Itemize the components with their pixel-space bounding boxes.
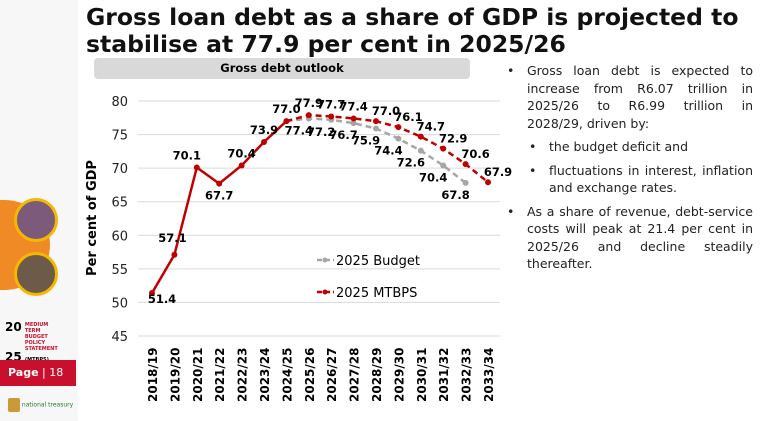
data-point-budget <box>417 147 424 154</box>
data-label-mtbps: 77.0 <box>272 102 300 116</box>
y-tick-label: 75 <box>111 129 128 144</box>
data-label-budget: 72.6 <box>397 156 425 170</box>
y-tick-label: 80 <box>111 95 128 110</box>
x-tick-label: 2031/32 <box>437 348 451 402</box>
data-label-mtbps: 77.7 <box>317 97 345 111</box>
x-tick-label: 2029/30 <box>392 348 406 402</box>
data-point-mtbps <box>171 251 178 258</box>
data-label-mtbps: 77.4 <box>339 99 367 113</box>
x-tick-label: 2020/21 <box>191 348 205 402</box>
data-label-mtbps: 73.9 <box>250 123 278 137</box>
data-point-mtbps <box>149 290 155 297</box>
data-point-mtbps <box>261 138 267 145</box>
data-label-mtbps: 76.1 <box>394 110 422 124</box>
y-tick-label: 60 <box>111 229 128 244</box>
data-label-mtbps: 77.0 <box>372 104 400 118</box>
legend-marker <box>322 289 328 295</box>
photo-collage <box>0 190 60 300</box>
data-point-budget <box>462 179 469 186</box>
x-tick-label: 2019/20 <box>168 348 182 402</box>
data-label-mtbps: 51.4 <box>148 292 176 306</box>
data-label-budget: 70.4 <box>419 170 447 184</box>
data-label-mtbps: 74.7 <box>417 120 445 134</box>
data-label-budget: 67.8 <box>441 188 469 202</box>
national-treasury-logo: national treasury <box>8 398 73 412</box>
chart-title: Gross debt outlook <box>94 58 470 79</box>
legend-marker <box>322 257 328 263</box>
sidebar: 20 MEDIUM TERM BUDGET POLICY STATEMENT 2… <box>0 0 78 421</box>
data-point-budget <box>373 125 379 132</box>
x-tick-label: 2022/23 <box>236 348 250 402</box>
page-indicator: Page | 18 <box>0 360 76 386</box>
legend-label: 2025 MTBPS <box>336 286 417 301</box>
data-point-mtbps <box>328 113 335 120</box>
data-label-budget: 74.4 <box>374 144 402 158</box>
data-point-mtbps <box>305 112 312 119</box>
series-line-mtbps-actual <box>150 120 288 294</box>
x-tick-label: 2025/26 <box>303 348 317 402</box>
bullet-list: Gross loan debt is expected to increase … <box>505 62 753 279</box>
bullet-item: As a share of revenue, debt-service cost… <box>505 203 753 273</box>
data-point-budget <box>395 135 402 142</box>
bullet-subitem: the budget deficit and <box>505 138 753 156</box>
data-point-mtbps <box>462 161 469 168</box>
data-point-mtbps <box>350 115 357 122</box>
data-label-mtbps: 77.9 <box>295 96 323 110</box>
data-label-budget: 76.7 <box>329 128 357 142</box>
y-axis-label: Per cent of GDP <box>85 160 100 276</box>
data-point-mtbps <box>238 162 245 169</box>
series-line-mtbps-projected <box>286 113 489 184</box>
data-point-budget <box>350 120 357 127</box>
data-point-mtbps <box>417 133 424 140</box>
y-tick-label: 55 <box>111 263 128 278</box>
bullet-item: Gross loan debt is expected to increase … <box>505 62 753 132</box>
page-title: Gross loan debt as a share of GDP is pro… <box>86 3 739 58</box>
data-point-mtbps <box>193 164 200 171</box>
x-tick-label: 2024/25 <box>280 348 294 402</box>
data-point-budget <box>440 162 447 169</box>
x-tick-label: 2023/24 <box>258 348 272 402</box>
y-tick-label: 65 <box>111 196 128 211</box>
data-label-mtbps: 57.1 <box>158 231 186 245</box>
x-tick-label: 2027/28 <box>348 348 362 402</box>
data-point-mtbps <box>373 118 379 125</box>
x-tick-label: 2032/33 <box>460 348 474 402</box>
x-tick-label: 2021/22 <box>213 348 227 402</box>
data-point-mtbps <box>395 124 402 131</box>
data-label-mtbps: 67.7 <box>205 189 233 203</box>
data-point-mtbps <box>440 145 447 152</box>
data-label-budget: 77.2 <box>307 125 335 139</box>
x-tick-label: 2028/29 <box>370 348 384 402</box>
x-tick-label: 2030/31 <box>415 348 429 402</box>
data-point-mtbps <box>216 180 223 187</box>
y-tick-label: 70 <box>111 162 128 177</box>
data-label-mtbps: 72.9 <box>439 132 467 146</box>
data-label-mtbps: 70.1 <box>173 148 201 162</box>
y-tick-label: 45 <box>111 330 128 345</box>
x-tick-label: 2026/27 <box>325 348 339 402</box>
bullet-subitem: fluctuations in interest, inflation and … <box>505 162 753 197</box>
data-point-mtbps <box>283 118 290 125</box>
data-label-mtbps: 70.6 <box>461 147 489 161</box>
data-label-mtbps: 70.4 <box>227 146 255 160</box>
data-label-budget: 75.9 <box>352 134 380 148</box>
data-label-budget: 77.4 <box>285 123 313 137</box>
y-tick-label: 50 <box>111 296 128 311</box>
legend-label: 2025 Budget <box>336 254 420 269</box>
data-point-mtbps <box>485 179 491 186</box>
x-tick-label: 2033/34 <box>482 348 496 402</box>
x-tick-label: 2018/19 <box>146 348 160 402</box>
